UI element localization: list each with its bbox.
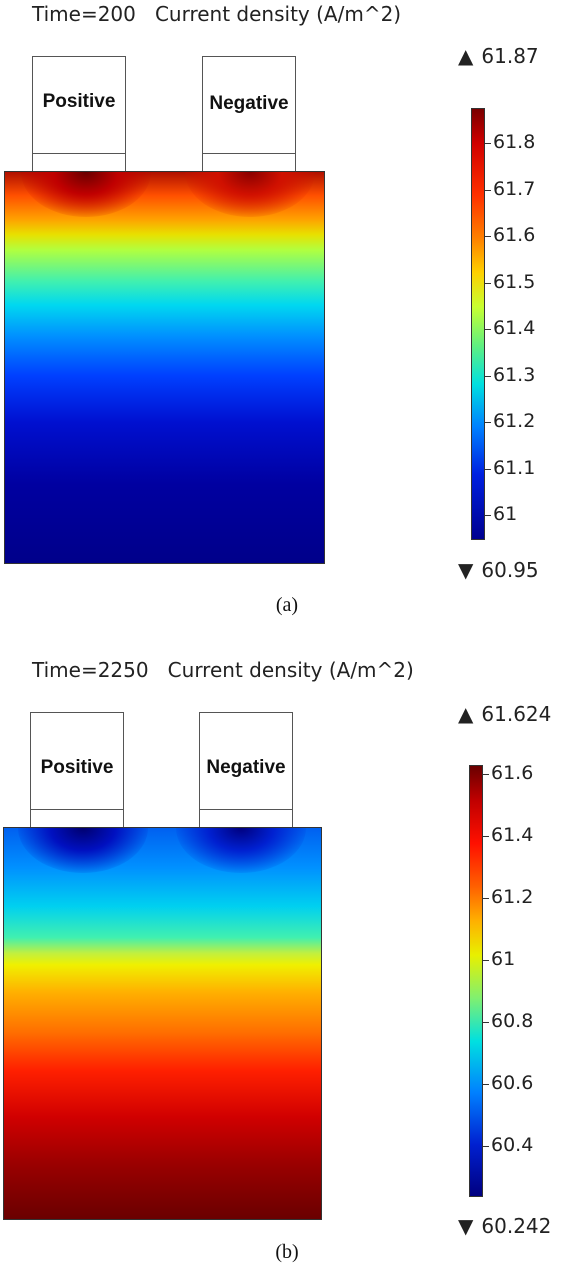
colorbar-tickmark	[483, 960, 489, 961]
colorbar-tick-label: 61.3	[493, 363, 536, 386]
colorbar-tick-label: 61.2	[491, 886, 534, 908]
colorbar-tick-label: 61.1	[493, 456, 536, 479]
min-value: ▼ 60.95	[458, 558, 539, 582]
colorbar-tickmark	[485, 468, 491, 470]
colorbar-tickmark	[485, 236, 491, 237]
caption: (b)	[275, 1241, 299, 1263]
colorbar	[471, 108, 485, 540]
terminal-neck	[199, 809, 293, 828]
colorbar-tick-label: 61.4	[491, 824, 534, 846]
colorbar-tick-label: 61.6	[493, 224, 536, 246]
colorbar-tick-label: 60.6	[491, 1072, 534, 1094]
colorbar-tickmark	[485, 422, 491, 423]
triangle-up-icon: ▲	[458, 702, 474, 726]
current-density-field	[4, 828, 321, 1219]
negative-label: Negative	[209, 93, 289, 114]
terminal-neck	[30, 809, 124, 828]
figure-panel-a: Time=200 Current density (A/m^2) Positiv…	[4, 2, 539, 616]
colorbar-tick-label: 61.8	[493, 131, 536, 153]
colorbar-tick-label: 61	[493, 503, 518, 525]
triangle-down-icon: ▼	[458, 1214, 474, 1238]
colorbar-tickmark	[483, 836, 489, 837]
figure-panel-b: Time=2250 Current density (A/m^2) Positi…	[0, 640, 574, 1280]
colorbar-tick-label: 61.4	[493, 317, 536, 339]
negative-terminal: Negative	[199, 712, 293, 828]
terminal-neck	[202, 153, 296, 172]
current-density-field	[5, 172, 324, 563]
colorbar-tickmark	[485, 515, 491, 516]
colorbar-tick-label: 61	[491, 948, 516, 970]
colorbar-tick-label: 60.8	[491, 1010, 534, 1032]
colorbar-tickmark	[483, 898, 489, 899]
colorbar-tickmark	[485, 375, 491, 377]
negative-terminal: Negative	[202, 56, 296, 172]
colorbar-tickmark	[483, 1146, 489, 1147]
battery-cell-field	[4, 171, 325, 564]
colorbar-tick-label: 61.7	[493, 177, 536, 200]
colorbar-tick-label: 61.5	[493, 270, 536, 293]
colorbar	[469, 765, 483, 1197]
positive-terminal: Positive	[32, 56, 126, 172]
colorbar-tickmark	[485, 282, 491, 284]
caption: (a)	[275, 594, 299, 616]
battery-cell-field	[3, 827, 322, 1220]
triangle-down-icon: ▼	[458, 558, 474, 582]
min-value: ▼ 60.242	[458, 1214, 552, 1238]
colorbar-tickmark	[485, 143, 491, 144]
triangle-up-icon: ▲	[458, 44, 474, 68]
positive-terminal: Positive	[30, 712, 124, 828]
panel-title: Time=2250 Current density (A/m^2)	[32, 658, 414, 682]
positive-label: Positive	[40, 757, 114, 778]
colorbar-tickmark	[483, 774, 489, 775]
colorbar-tickmark	[485, 189, 491, 191]
colorbar-tick-label: 61.2	[493, 410, 536, 432]
positive-label: Positive	[42, 91, 116, 112]
colorbar-tick-label: 60.4	[491, 1134, 534, 1156]
colorbar-tickmark	[485, 329, 491, 330]
negative-label: Negative	[206, 757, 286, 778]
colorbar-tickmark	[483, 1084, 489, 1085]
max-value: ▲ 61.624	[458, 702, 552, 726]
colorbar-tickmark	[483, 1022, 489, 1023]
panel-title: Time=200 Current density (A/m^2)	[32, 2, 402, 26]
terminal-neck	[32, 153, 126, 172]
colorbar-tick-label: 61.6	[491, 762, 534, 784]
max-value: ▲ 61.87	[458, 44, 539, 68]
